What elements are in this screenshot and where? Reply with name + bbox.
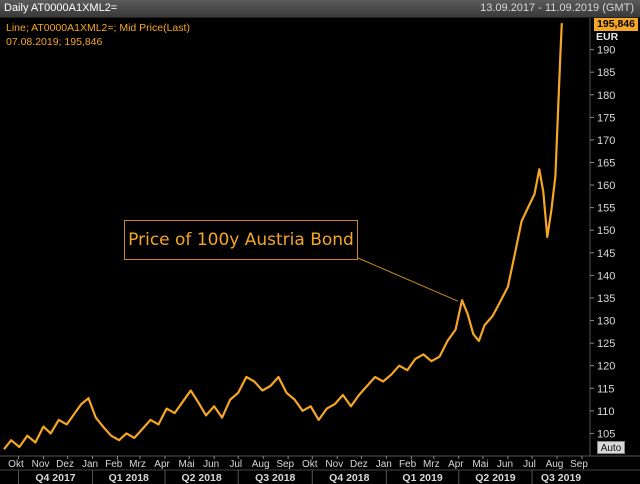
y-tick-label: 140	[597, 270, 615, 282]
month-label: Dez	[350, 459, 368, 470]
month-label: Aug	[252, 459, 270, 470]
month-label: Jul	[523, 459, 536, 470]
month-label: Mrz	[129, 459, 146, 470]
quarter-label: Q4 2018	[329, 472, 369, 484]
auto-scale-button[interactable]: Auto	[597, 441, 625, 454]
chart-title-bar: Daily AT0000A1XML2= 13.09.2017 - 11.09.2…	[0, 0, 640, 18]
month-label: Jun	[497, 459, 513, 470]
y-tick-label: 165	[597, 157, 615, 169]
month-label: Feb	[105, 459, 123, 470]
chart-title: Daily AT0000A1XML2=	[4, 2, 118, 14]
y-tick-label: 155	[597, 203, 615, 215]
quarter-label: Q3 2019	[541, 472, 581, 484]
date-range: 13.09.2017 - 11.09.2019 (GMT)	[480, 2, 634, 14]
y-tick-label: 160	[597, 180, 615, 192]
y-tick-label: 105	[597, 428, 615, 440]
price-line	[3, 23, 563, 450]
y-tick-label: 190	[597, 45, 615, 57]
month-label: Jun	[203, 459, 219, 470]
y-tick-label: 175	[597, 112, 615, 124]
annotation-connector	[357, 257, 459, 302]
last-price-tag: 195,846	[594, 18, 638, 31]
y-tick-label: 145	[597, 248, 615, 260]
month-label: Sep	[570, 459, 588, 470]
month-label: Mrz	[423, 459, 440, 470]
currency-unit: EUR	[596, 31, 619, 43]
month-label: Nov	[32, 459, 50, 470]
y-tick-label: 150	[597, 225, 615, 237]
y-tick-label: 115	[597, 383, 615, 395]
legend-series: Line; AT0000A1XML2=; Mid Price(Last)	[6, 22, 190, 34]
month-label: Apr	[448, 459, 464, 470]
month-label: Apr	[154, 459, 170, 470]
month-label: Jan	[82, 459, 98, 470]
y-tick-label: 110	[597, 406, 615, 418]
month-label: Sep	[276, 459, 294, 470]
annotation-box: Price of 100y Austria Bond	[124, 220, 358, 260]
month-label: Okt	[8, 459, 24, 470]
month-label: Okt	[302, 459, 318, 470]
month-label: Jan	[376, 459, 392, 470]
y-tick-label: 125	[597, 338, 615, 350]
y-tick-label: 170	[597, 135, 615, 147]
month-label: Aug	[546, 459, 564, 470]
y-tick-label: 135	[597, 293, 615, 305]
month-label: Mai	[179, 459, 195, 470]
quarter-label: Q1 2018	[109, 472, 149, 484]
annotation-text: Price of 100y Austria Bond	[128, 230, 354, 250]
quarter-label: Q3 2018	[255, 472, 295, 484]
quarter-label: Q2 2018	[181, 472, 221, 484]
y-tick-label: 185	[597, 67, 615, 79]
quarter-label: Q2 2019	[475, 472, 515, 484]
quarter-label: Q1 2019	[402, 472, 442, 484]
month-label: Feb	[399, 459, 417, 470]
quarter-label: Q4 2017	[35, 472, 75, 484]
month-label: Jul	[229, 459, 242, 470]
y-tick-label: 130	[597, 316, 615, 328]
legend-last-value: 07.08.2019; 195,846	[6, 36, 103, 48]
month-label: Dez	[56, 459, 74, 470]
y-tick-label: 180	[597, 90, 615, 102]
y-tick-label: 120	[597, 361, 615, 373]
month-label: Mai	[472, 459, 488, 470]
month-label: Nov	[325, 459, 343, 470]
